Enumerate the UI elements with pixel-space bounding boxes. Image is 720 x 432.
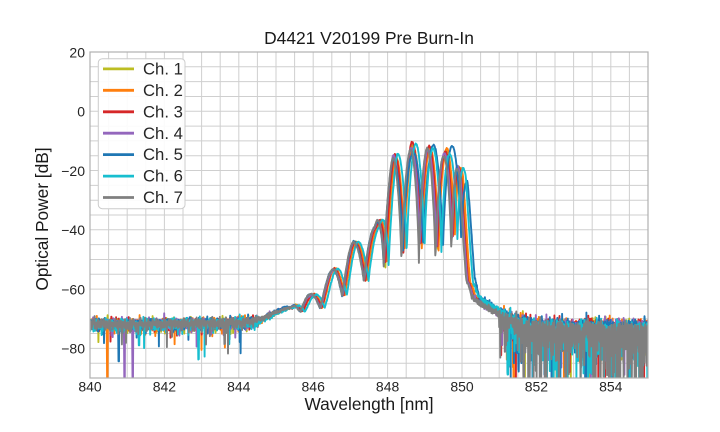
svg-text:846: 846 — [302, 379, 326, 395]
svg-text:Ch. 6: Ch. 6 — [143, 167, 183, 186]
svg-text:D4421 V20199 Pre Burn-In: D4421 V20199 Pre Burn-In — [264, 28, 474, 48]
svg-text:−40: −40 — [61, 222, 85, 238]
svg-text:20: 20 — [69, 44, 85, 60]
svg-text:840: 840 — [78, 379, 102, 395]
svg-text:−80: −80 — [61, 341, 85, 357]
svg-text:850: 850 — [450, 379, 474, 395]
svg-text:Ch. 7: Ch. 7 — [143, 188, 183, 207]
svg-text:Ch. 2: Ch. 2 — [143, 81, 183, 100]
svg-text:Ch. 4: Ch. 4 — [143, 124, 183, 143]
svg-text:−60: −60 — [61, 281, 85, 297]
svg-text:−20: −20 — [61, 163, 85, 179]
svg-text:Ch. 3: Ch. 3 — [143, 102, 183, 121]
svg-text:848: 848 — [376, 379, 400, 395]
svg-text:844: 844 — [227, 379, 251, 395]
svg-text:852: 852 — [525, 379, 549, 395]
svg-text:Ch. 5: Ch. 5 — [143, 145, 183, 164]
svg-text:Optical Power [dB]: Optical Power [dB] — [32, 147, 52, 290]
svg-text:Ch. 1: Ch. 1 — [143, 60, 183, 79]
svg-text:842: 842 — [153, 379, 177, 395]
svg-text:0: 0 — [77, 104, 85, 120]
svg-text:854: 854 — [599, 379, 623, 395]
svg-text:Wavelength [nm]: Wavelength [nm] — [304, 394, 433, 414]
